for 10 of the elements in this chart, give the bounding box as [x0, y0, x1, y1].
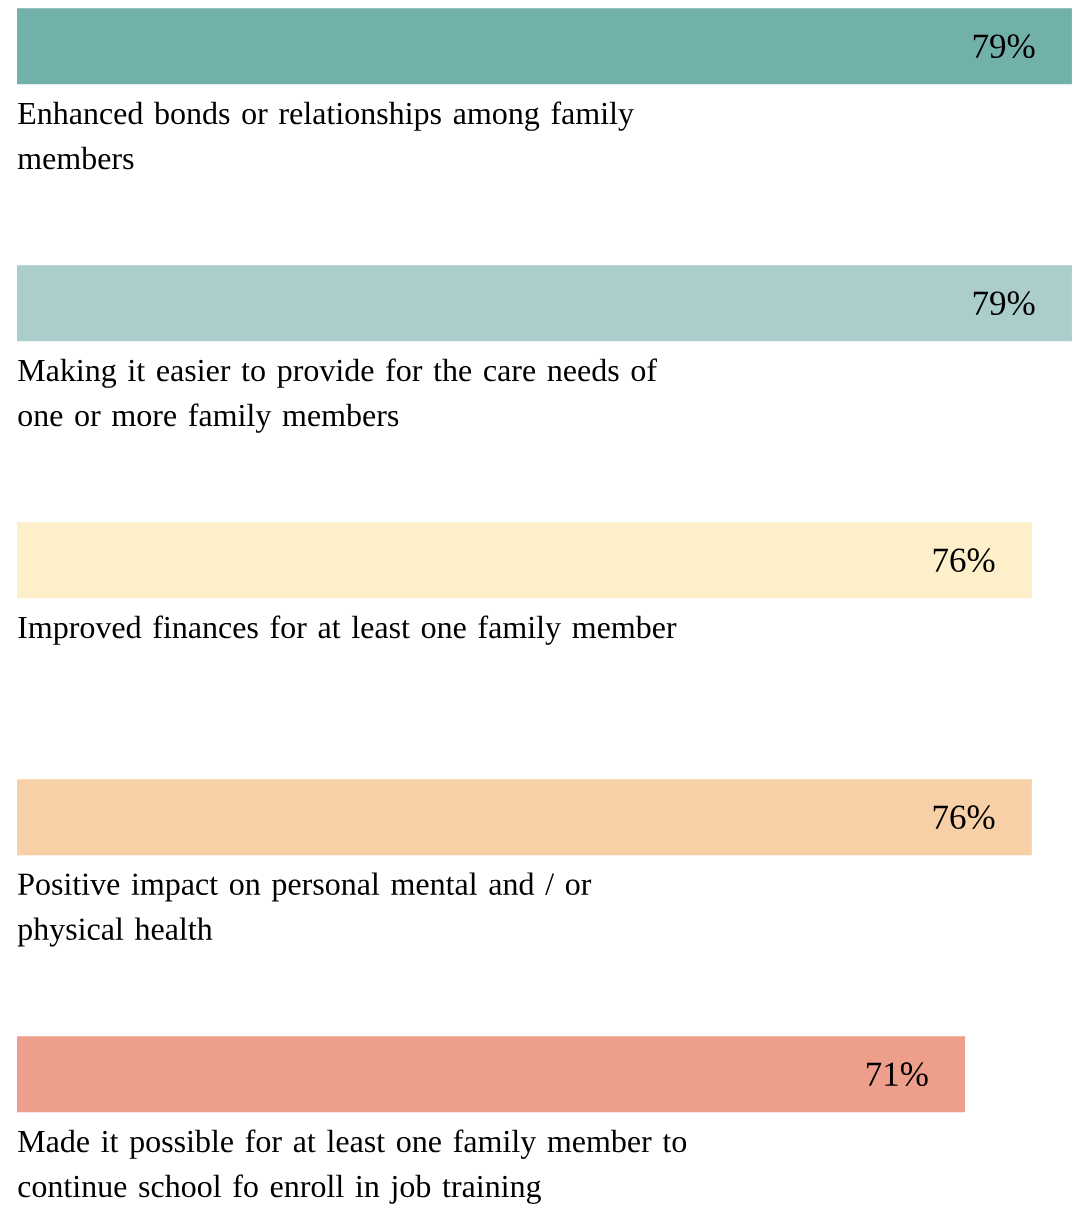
y-tick-label: Made it possible for at least one family member to continue school fo enroll in job training [18, 1129, 687, 1204]
y-tick-label: Enhanced bonds or relationships among family members [17, 101, 634, 170]
data-label: 79% [973, 291, 1035, 316]
y-tick-label: Making it easier to provide for the care needs of one or more family members [18, 358, 658, 433]
data-label: 76% [933, 805, 995, 830]
data-label: 71% [867, 1062, 928, 1087]
data-label: 79% [973, 34, 1035, 59]
y-tick-label: Improved finances for at least one family member [18, 615, 677, 645]
data-label: 76% [933, 548, 995, 573]
y-tick-label: Positive impact on personal mental and / or physical health [17, 872, 592, 947]
